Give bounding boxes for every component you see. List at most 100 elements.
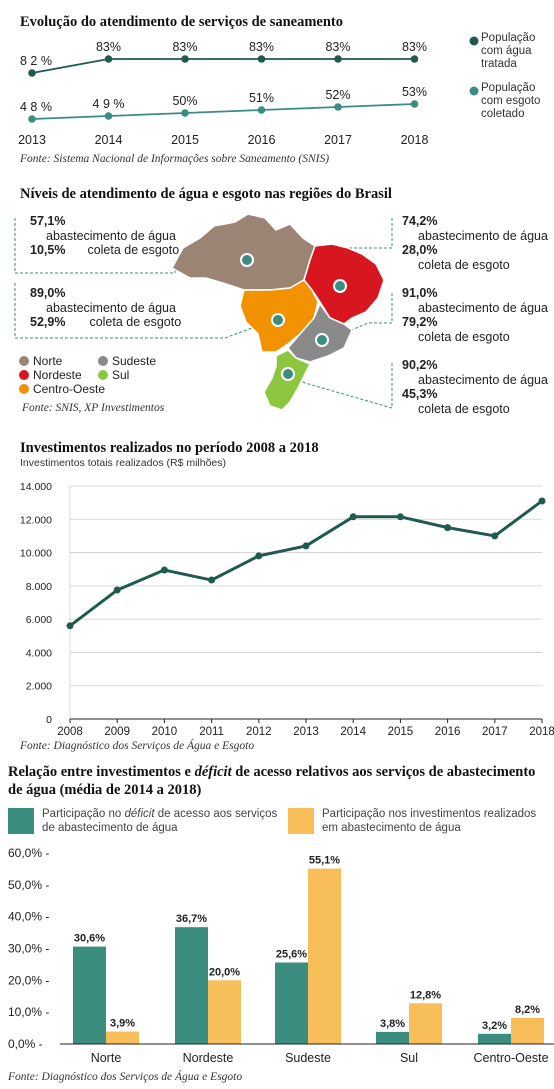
section1-title: Evolução do atendimento de serviços de s… [20, 14, 344, 30]
map-legend-norte: Norte [19, 354, 62, 368]
y-tick-label-0: 0 [46, 714, 52, 726]
leader-sul [289, 363, 393, 409]
series1-point-2015 [181, 109, 189, 117]
leader-sudeste [329, 293, 393, 340]
series0-point-2016 [257, 55, 266, 63]
section4-source: Fonte: Diagnóstico dos Serviços de Água … [8, 1071, 243, 1083]
series1-label-2015: 50% [172, 94, 197, 108]
section3-subtitle: Investimentos totais realizados (R$ milh… [20, 457, 227, 469]
investment-line [69, 499, 543, 627]
leader-centro-oeste [14, 283, 279, 339]
y-tick-label-7: 14.000 [20, 481, 52, 493]
category-label-3: Sul [400, 1051, 418, 1065]
y-tick-label-5: 10.000 [20, 548, 52, 560]
map-legend-sudeste: Sudeste [98, 354, 156, 368]
series0-point-2018 [410, 55, 419, 63]
series-line-1 [31, 103, 415, 120]
bar-label-0-1: 36,7% [176, 913, 207, 925]
section3-title: Investimentos realizados no período 2008… [20, 440, 319, 456]
series-line-0 [31, 58, 415, 74]
bar-0-0 [73, 946, 106, 1044]
investment-point-2010 [160, 566, 168, 574]
bar-label-1-0: 3,9% [110, 1018, 135, 1030]
map-legend-centro-oeste: Centro-Oeste [19, 382, 105, 396]
bar-label-1-2: 55,1% [309, 855, 340, 867]
year-label-2018: 2018 [401, 133, 429, 147]
marker-centro-oeste [271, 313, 285, 327]
y-tick-label-6: 12.000 [20, 514, 52, 526]
series0-label-2018: 83% [402, 40, 427, 54]
bar-legend-investments-swatch [288, 808, 314, 834]
region-norte [170, 213, 316, 291]
investment-point-2015 [396, 513, 404, 521]
x-tick-label-2018: 2018 [529, 726, 554, 736]
category-label-2: Sudeste [285, 1051, 331, 1065]
series1-point-2018 [410, 100, 419, 108]
y-tick-label-3: 6.000 [26, 614, 52, 626]
marker-norte [240, 253, 254, 267]
section2-title: Níveis de atendimento de água e esgoto n… [20, 186, 392, 202]
marker-sudeste [315, 333, 329, 347]
series0-point-2014 [104, 55, 113, 63]
bar-0-1 [175, 927, 208, 1044]
series1-point-2013 [28, 115, 36, 123]
bar-0-4 [478, 1033, 511, 1044]
bar-legend-deficit-swatch [8, 808, 34, 834]
bar-y-tick-label-2: 20,0% - [8, 973, 49, 987]
marker-sul [281, 367, 295, 381]
investment-point-2011 [208, 576, 216, 584]
section1-source: Fonte: Sistema Nacional de Informações s… [20, 153, 330, 165]
bar-y-tick-label-1: 10,0% - [8, 1005, 49, 1019]
section4-title-line2: de água (média de 2014 a 2018) [8, 782, 202, 798]
year-label-2016: 2016 [248, 133, 276, 147]
x-tick-label-2011: 2011 [199, 726, 224, 736]
bar-1-3 [409, 1003, 442, 1044]
y-tick-label-4: 8.000 [26, 581, 52, 593]
investment-point-2014 [349, 513, 357, 521]
series0-label-2016: 83% [249, 40, 274, 54]
series0-point-2015 [181, 55, 189, 63]
legend-water-label: População com água tratada [481, 32, 536, 70]
investment-point-2013 [302, 542, 310, 550]
map-legend-nordeste: Nordeste [19, 368, 82, 382]
investment-point-2012 [255, 552, 263, 560]
bar-label-1-3: 12,8% [410, 989, 441, 1001]
series0-point-2017 [334, 55, 342, 63]
bar-label-0-0: 30,6% [74, 933, 105, 945]
stat-sudeste: 91,0% abastecimento de água 79,2% coleta… [402, 286, 548, 344]
series1-point-2017 [334, 103, 342, 111]
bar-1-2 [308, 868, 341, 1044]
series0-label-2017: 83% [325, 40, 350, 54]
year-label-2017: 2017 [324, 133, 352, 147]
bar-y-tick-label-6: 60,0% - [8, 846, 49, 860]
bar-1-4 [511, 1017, 544, 1044]
x-tick-label-2014: 2014 [340, 726, 366, 736]
investment-point-2017 [491, 532, 499, 540]
year-label-2014: 2014 [95, 133, 123, 147]
bar-0-2 [275, 962, 308, 1044]
legend-water-marker [469, 36, 479, 46]
investment-point-2008 [66, 622, 74, 630]
series1-label-2018: 53% [402, 85, 427, 99]
legend-sewage-label: População com esgoto coletado [481, 82, 541, 120]
bar-legend-deficit: Participação no déficit de acesso aos se… [8, 808, 278, 835]
x-tick-label-2013: 2013 [293, 726, 319, 736]
category-label-1: Nordeste [183, 1051, 234, 1065]
x-tick-label-2017: 2017 [482, 726, 508, 736]
series0-label-2015: 83% [172, 40, 197, 54]
series1-point-2014 [104, 112, 113, 120]
x-tick-label-2008: 2008 [57, 726, 83, 736]
y-tick-label-1: 2.000 [26, 681, 52, 693]
series0-label-2014: 83% [96, 40, 121, 54]
category-label-0: Norte [91, 1051, 122, 1065]
bar-label-0-3: 3,8% [380, 1018, 405, 1030]
series1-label-2014: 4 9 % [93, 97, 125, 111]
bar-y-tick-label-4: 40,0% - [8, 910, 49, 924]
section2-source: Fonte: SNIS, XP Investimentos [22, 402, 165, 414]
stat-norte: 57,1% abastecimento de água 10,5% coleta … [30, 214, 180, 257]
year-label-2013: 2013 [18, 133, 46, 147]
category-label-4: Centro-Oeste [473, 1051, 548, 1065]
bar-legend-investments: Participação nos investimentos realizado… [288, 808, 554, 835]
region-sudeste [287, 302, 353, 363]
bar-1-1 [208, 980, 241, 1044]
